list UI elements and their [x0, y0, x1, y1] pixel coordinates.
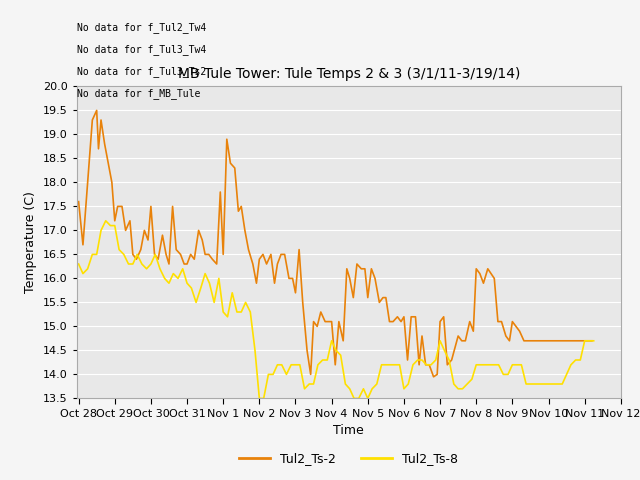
Text: No data for f_Tul2_Tw4: No data for f_Tul2_Tw4 — [77, 22, 206, 33]
Tul2_Ts-2 — [108, 180, 116, 185]
Text: No data for f_MB_Tule: No data for f_MB_Tule — [77, 88, 200, 99]
Tul2_Ts-2 — [588, 338, 596, 344]
Tul2_Ts-8 — [102, 218, 109, 224]
Title: MB Tule Tower: Tule Temps 2 & 3 (3/1/11-3/19/14): MB Tule Tower: Tule Temps 2 & 3 (3/1/11-… — [178, 67, 520, 81]
Tul2_Ts-8 — [255, 396, 263, 401]
Text: No data for f_Tul3_Tw4: No data for f_Tul3_Tw4 — [77, 44, 206, 55]
Tul2_Ts-2 — [429, 374, 437, 380]
Legend: Tul2_Ts-2, Tul2_Ts-8: Tul2_Ts-2, Tul2_Ts-8 — [234, 447, 463, 470]
Tul2_Ts-2 — [75, 199, 83, 204]
Line: Tul2_Ts-8: Tul2_Ts-8 — [79, 221, 594, 398]
Tul2_Ts-8 — [246, 309, 254, 315]
Y-axis label: Temperature (C): Temperature (C) — [24, 192, 38, 293]
Tul2_Ts-2 — [289, 276, 296, 281]
Tul2_Ts-8 — [396, 362, 403, 368]
Tul2_Ts-8 — [590, 338, 598, 344]
Tul2_Ts-2 — [169, 204, 177, 209]
Tul2_Ts-8 — [75, 261, 83, 267]
Text: No data for f_Tul3_Ts2: No data for f_Tul3_Ts2 — [77, 66, 206, 77]
Tul2_Ts-8 — [197, 285, 205, 291]
Tul2_Ts-2 — [328, 319, 335, 324]
Tul2_Ts-2 — [129, 252, 137, 257]
X-axis label: Time: Time — [333, 424, 364, 437]
Tul2_Ts-2 — [93, 108, 100, 113]
Tul2_Ts-8 — [536, 381, 543, 387]
Tul2_Ts-2 — [97, 117, 105, 123]
Tul2_Ts-8 — [278, 362, 285, 368]
Tul2_Ts-8 — [147, 261, 155, 267]
Line: Tul2_Ts-2: Tul2_Ts-2 — [79, 110, 592, 377]
